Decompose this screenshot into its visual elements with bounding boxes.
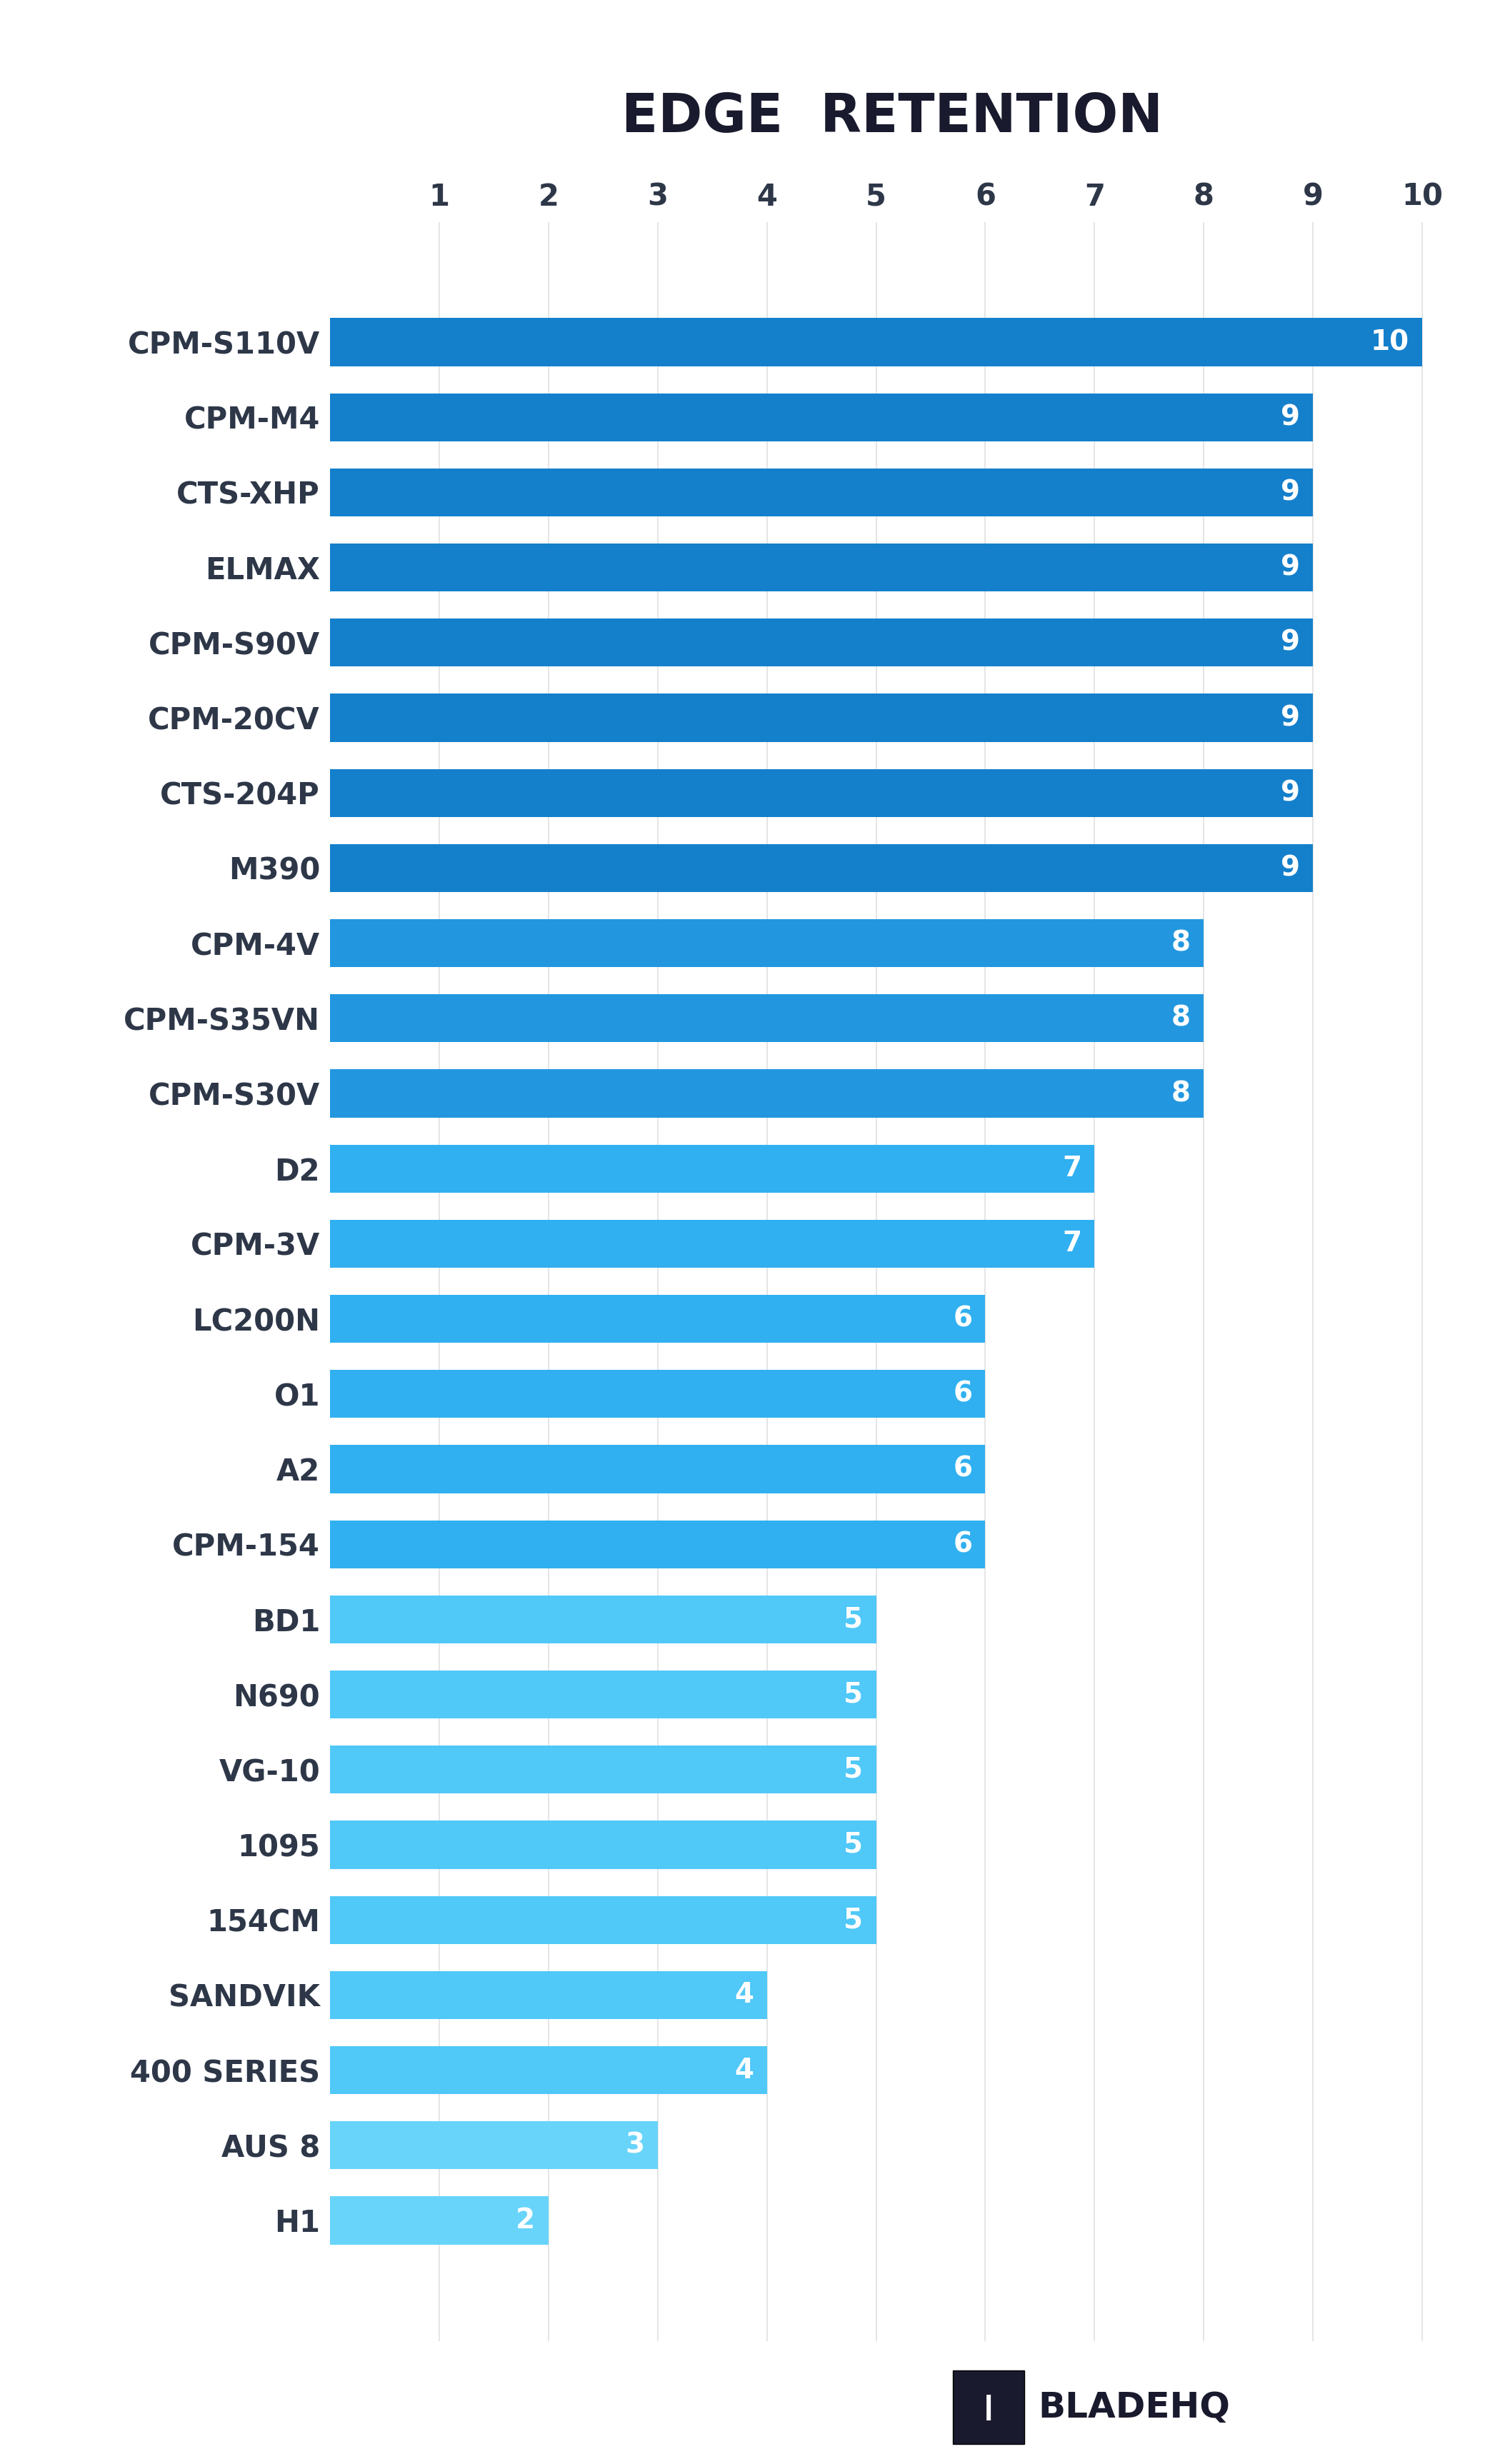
Text: 9: 9 xyxy=(1281,628,1300,655)
Bar xyxy=(330,1895,876,1944)
Bar xyxy=(330,318,1422,367)
Text: 8: 8 xyxy=(1172,1005,1191,1032)
Bar xyxy=(330,2045,766,2094)
Bar xyxy=(330,1821,876,1868)
Text: 5: 5 xyxy=(843,1907,862,1934)
Text: 8: 8 xyxy=(1172,1079,1191,1106)
Text: 7: 7 xyxy=(1062,1156,1082,1183)
Title: EDGE  RETENTION: EDGE RETENTION xyxy=(622,91,1162,143)
Text: 9: 9 xyxy=(1281,554,1300,582)
Text: 2: 2 xyxy=(516,2208,536,2235)
Bar xyxy=(330,545,1312,591)
Text: 5: 5 xyxy=(843,1831,862,1858)
Bar xyxy=(330,1069,1205,1119)
Bar xyxy=(330,1745,876,1794)
Bar xyxy=(330,995,1205,1042)
Text: 6: 6 xyxy=(952,1306,972,1333)
Bar xyxy=(330,618,1312,668)
Bar xyxy=(330,695,1312,742)
Bar xyxy=(330,394,1312,441)
Bar xyxy=(330,1220,1095,1269)
Bar xyxy=(330,1671,876,1717)
Text: 10: 10 xyxy=(1371,328,1408,355)
Text: 8: 8 xyxy=(1172,929,1191,956)
Text: 9: 9 xyxy=(1281,478,1300,505)
Bar xyxy=(330,919,1205,968)
Bar xyxy=(330,2122,657,2168)
Text: 5: 5 xyxy=(843,1607,862,1634)
Bar xyxy=(330,2195,549,2245)
Bar xyxy=(330,1520,986,1567)
Bar xyxy=(330,1146,1095,1193)
Text: 6: 6 xyxy=(952,1456,972,1483)
Text: 9: 9 xyxy=(1281,705,1300,732)
Text: 7: 7 xyxy=(1062,1230,1082,1257)
Bar xyxy=(330,1294,986,1343)
Text: BLADEHQ: BLADEHQ xyxy=(1038,2390,1230,2425)
Text: 9: 9 xyxy=(1281,404,1300,431)
Text: ❙: ❙ xyxy=(978,2395,999,2420)
Text: 9: 9 xyxy=(1281,779,1300,806)
Text: 6: 6 xyxy=(952,1530,972,1557)
Bar xyxy=(330,845,1312,892)
Text: 4: 4 xyxy=(735,2057,754,2085)
Text: 5: 5 xyxy=(843,1757,862,1784)
Bar xyxy=(330,1971,766,2018)
Bar xyxy=(330,1444,986,1493)
Bar xyxy=(330,769,1312,818)
Bar xyxy=(330,468,1312,517)
Text: 5: 5 xyxy=(843,1680,862,1708)
Bar xyxy=(330,1370,986,1417)
Text: 9: 9 xyxy=(1281,855,1300,882)
Text: 3: 3 xyxy=(626,2131,645,2158)
Bar xyxy=(330,1594,876,1643)
Text: 4: 4 xyxy=(735,1981,754,2008)
Text: 6: 6 xyxy=(952,1380,972,1407)
